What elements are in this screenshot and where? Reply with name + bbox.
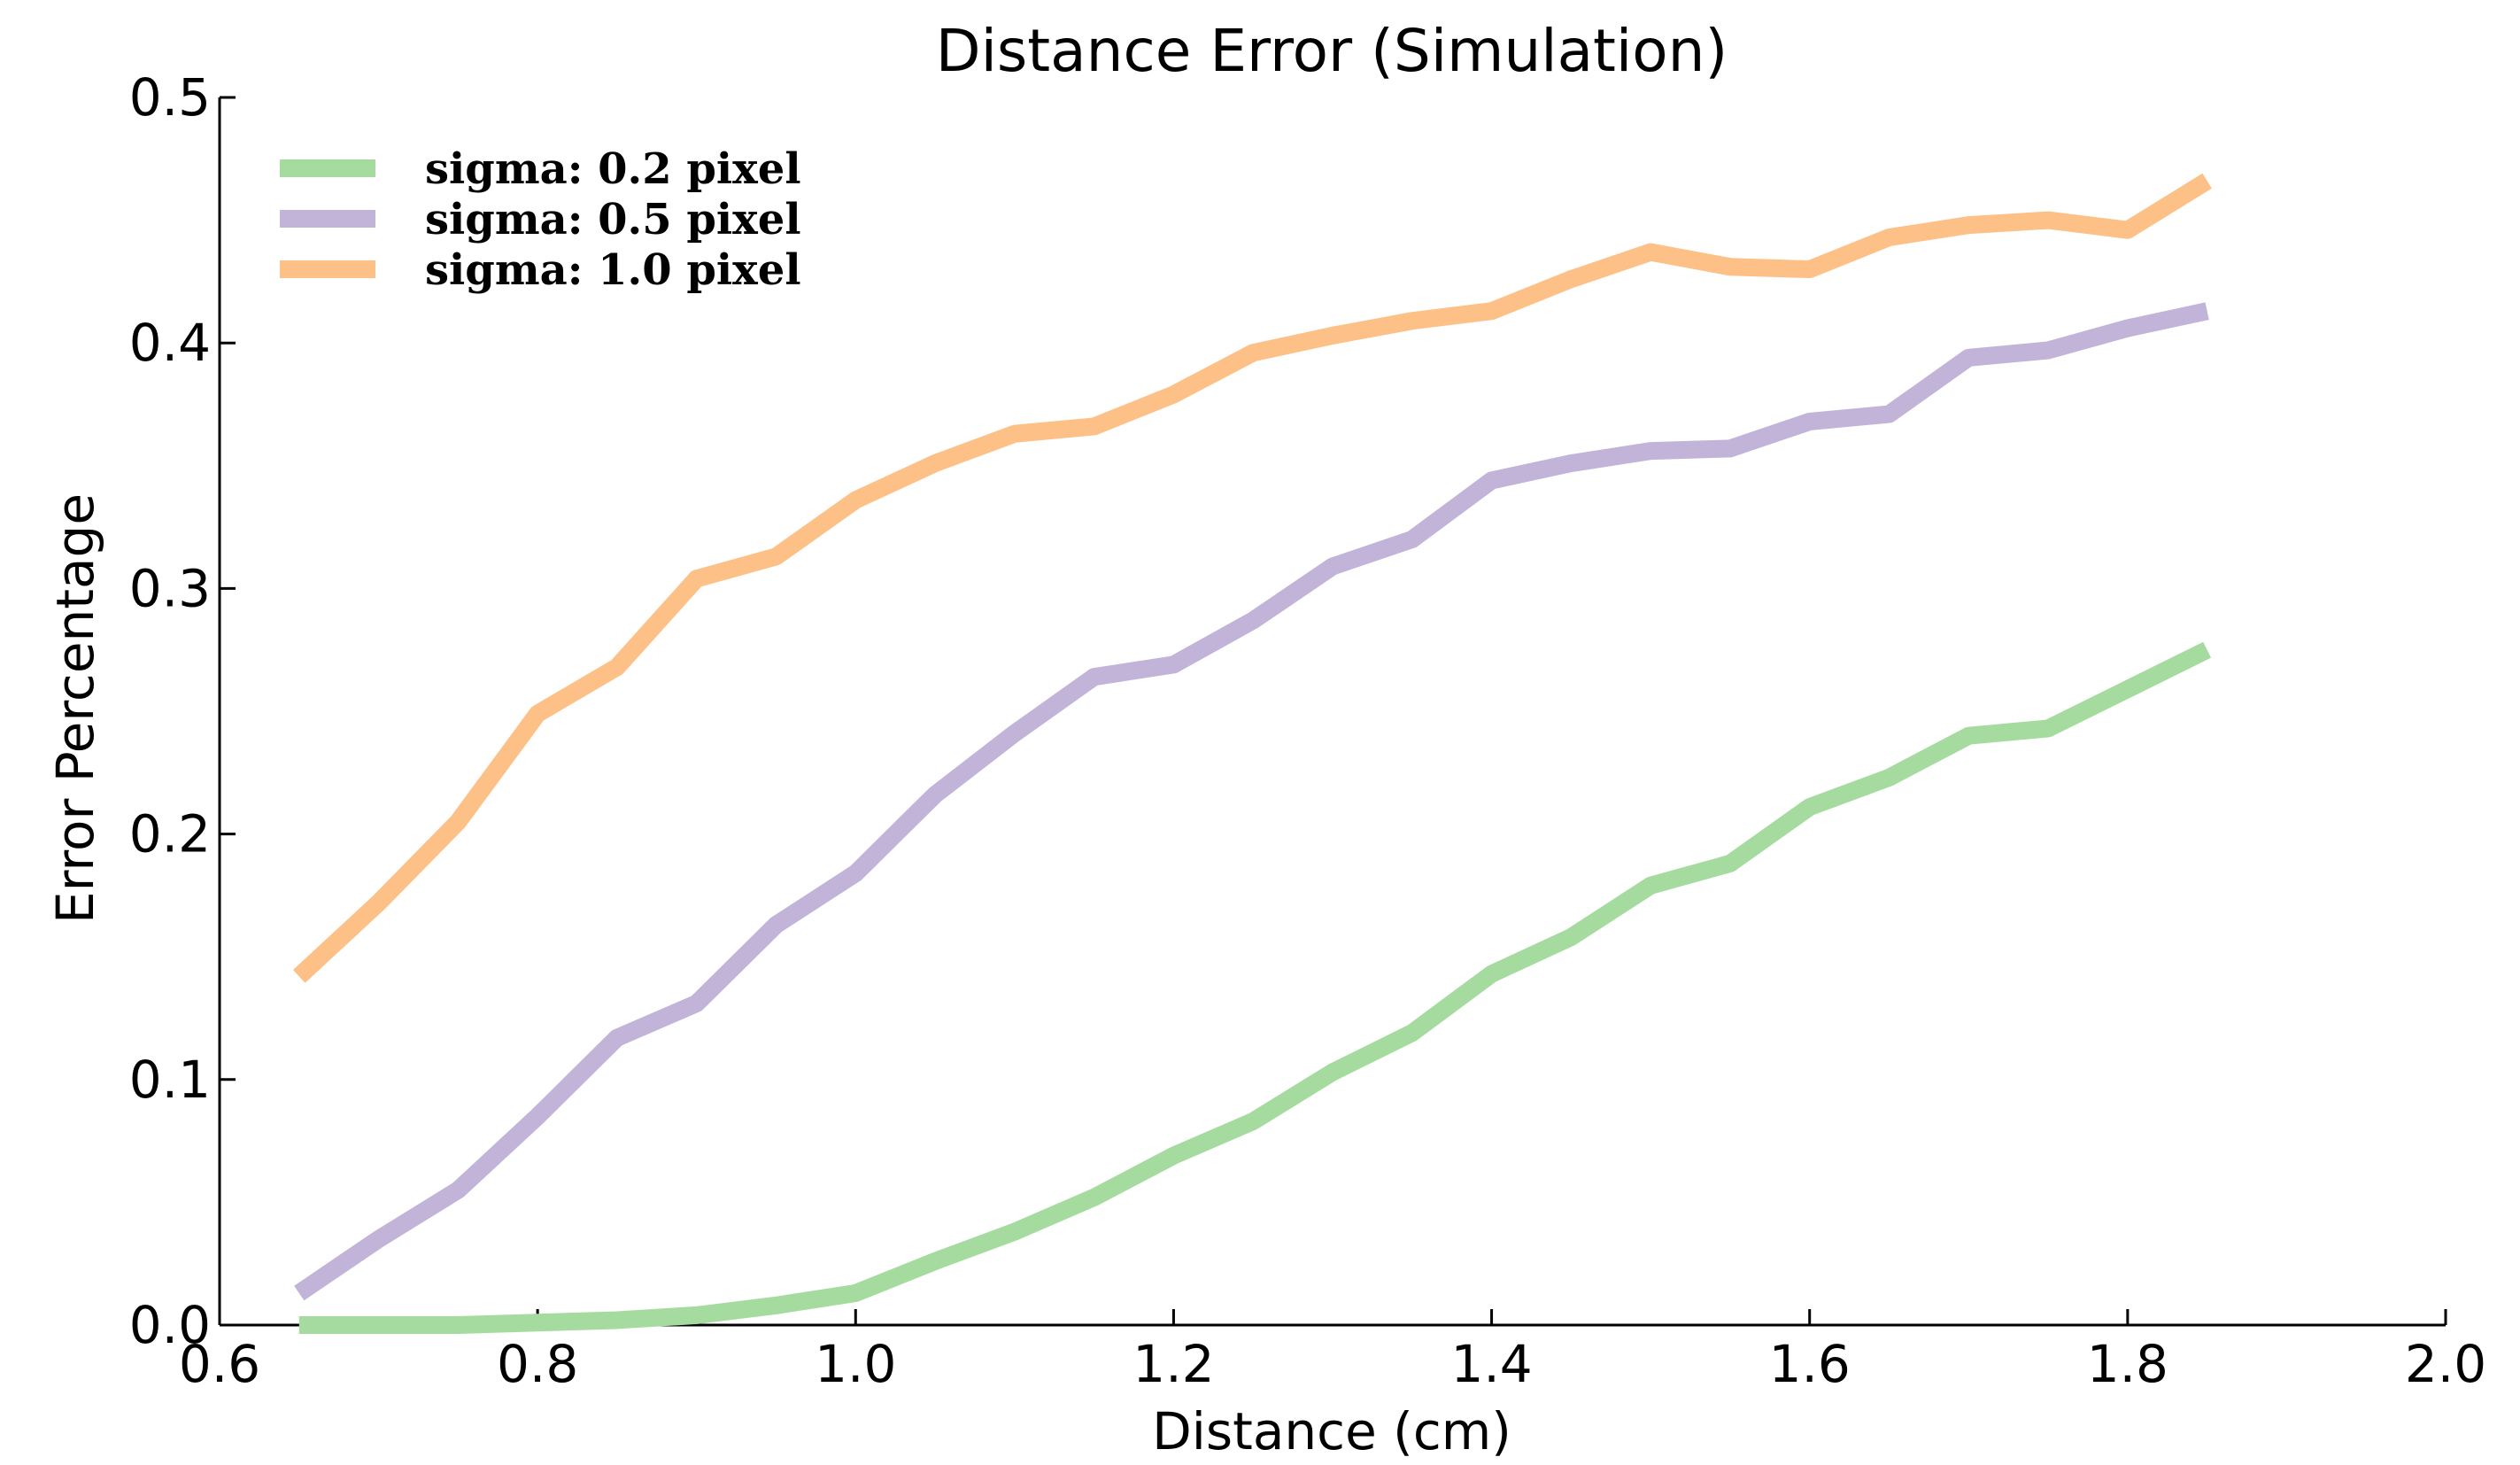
- series-layer: [292, 173, 2212, 1334]
- y-tick-label: 0.5: [129, 67, 211, 128]
- x-tick-label: 1.6: [1769, 1334, 1851, 1394]
- series-line-1: [298, 641, 2212, 1334]
- y-tick-label: 0.3: [129, 558, 211, 618]
- series-line-2: [294, 302, 2209, 1301]
- x-tick-label: 1.8: [2087, 1334, 2168, 1394]
- x-tick-label: 1.0: [815, 1334, 896, 1394]
- x-tick-label: 0.8: [497, 1334, 578, 1394]
- legend-label-2: sigma: 0.5 pixel: [425, 195, 801, 244]
- x-axis-label: Distance (cm): [1152, 1401, 1511, 1461]
- chart-title: Distance Error (Simulation): [936, 17, 1728, 85]
- x-tick-label: 2.0: [2405, 1334, 2486, 1394]
- y-tick-label: 0.0: [129, 1295, 211, 1355]
- y-axis-label: Error Percentage: [45, 493, 105, 924]
- series-line-3: [292, 173, 2212, 983]
- y-tick-label: 0.1: [129, 1050, 211, 1110]
- y-tick-label: 0.4: [129, 313, 211, 373]
- x-tick-label: 1.2: [1132, 1334, 1214, 1394]
- x-tick-label: 0.6: [179, 1334, 260, 1394]
- legend-label-1: sigma: 0.2 pixel: [425, 144, 801, 194]
- y-tick-label: 0.2: [129, 804, 211, 864]
- x-tick-label: 1.4: [1450, 1334, 1532, 1394]
- axes: 0.6 0.8 1.0 1.2 1.4 1.6 1.8 2.0 0.0 0.1 0.2 0.3 0.4 0…: [129, 67, 2486, 1394]
- legend-label-3: sigma: 1.0 pixel: [425, 245, 801, 295]
